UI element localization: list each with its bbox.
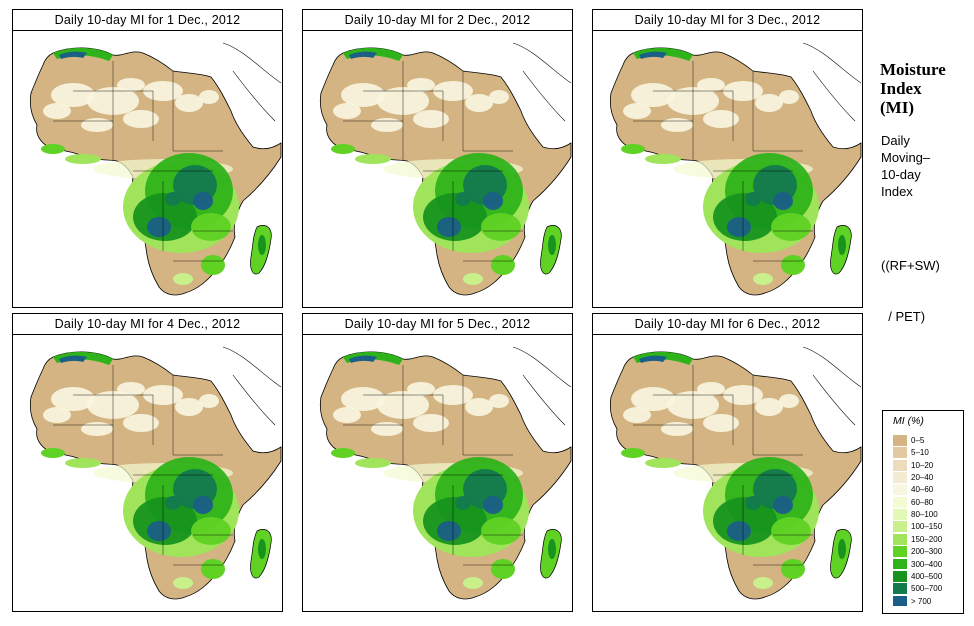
legend-row: 500–700 xyxy=(893,583,961,595)
africa-map xyxy=(302,30,573,308)
legend-row: 0–5 xyxy=(893,435,961,446)
legend-heading-line: (MI) xyxy=(880,98,914,117)
legend-row: 100–150 xyxy=(893,521,961,533)
legend-row: 80–100 xyxy=(893,509,961,520)
panel-title: Daily 10-day MI for 6 Dec., 2012 xyxy=(592,313,863,336)
panel-title: Daily 10-day MI for 1 Dec., 2012 xyxy=(12,9,283,32)
legend-swatch xyxy=(893,533,907,545)
legend-row: 5–10 xyxy=(893,447,961,459)
map-panel: Daily 10-day MI for 3 Dec., 2012 xyxy=(592,9,863,309)
legend-label: 500–700 xyxy=(911,584,943,594)
legend-heading: Moisture Index (MI) xyxy=(880,60,946,117)
panel-title: Daily 10-day MI for 5 Dec., 2012 xyxy=(302,313,573,336)
legend-label: 200–300 xyxy=(911,547,943,557)
legend-row: 10–20 xyxy=(893,459,961,471)
legend-swatch xyxy=(893,595,907,607)
index-formula: ((RF+SW) / PET) xyxy=(881,223,940,342)
map-panel: Daily 10-day MI for 4 Dec., 2012 xyxy=(12,313,283,613)
panel-title: Daily 10-day MI for 4 Dec., 2012 xyxy=(12,313,283,336)
legend-row: 300–400 xyxy=(893,558,961,570)
index-description-line: 10-day xyxy=(881,167,921,182)
legend-label: 80–100 xyxy=(911,510,938,520)
legend-label: 100–150 xyxy=(911,522,943,532)
legend-swatch xyxy=(893,447,907,459)
legend-title: MI (%) xyxy=(893,415,924,427)
legend-swatch xyxy=(893,546,907,558)
legend-swatch xyxy=(893,484,907,496)
legend-label: 20–40 xyxy=(911,473,934,483)
legend-swatch xyxy=(893,496,907,508)
legend-swatch xyxy=(893,521,907,533)
legend-label: 5–10 xyxy=(911,448,929,458)
legend-row: 40–60 xyxy=(893,484,961,496)
legend-row: 150–200 xyxy=(893,533,961,545)
africa-map xyxy=(592,334,863,612)
legend-row: 200–300 xyxy=(893,546,961,558)
panel-title: Daily 10-day MI for 3 Dec., 2012 xyxy=(592,9,863,32)
legend-label: 60–80 xyxy=(911,497,934,507)
legend-swatch xyxy=(893,509,907,520)
legend-swatch xyxy=(893,472,907,483)
africa-map xyxy=(12,334,283,612)
legend-heading-line: Index xyxy=(880,79,922,98)
legend-row: > 700 xyxy=(893,595,961,607)
legend-row: 20–40 xyxy=(893,472,961,483)
legend-swatch xyxy=(893,435,907,446)
legend-label: 0–5 xyxy=(911,436,925,445)
legend-swatch xyxy=(893,459,907,471)
index-description-line: Daily xyxy=(881,133,910,148)
africa-map xyxy=(302,334,573,612)
index-description: Daily Moving– 10-day Index xyxy=(881,132,930,200)
legend-row: 400–500 xyxy=(893,570,961,582)
legend-label: 150–200 xyxy=(911,534,943,544)
legend-heading-line: Moisture xyxy=(880,60,946,79)
legend-swatch xyxy=(893,558,907,570)
legend-label: 400–500 xyxy=(911,571,943,581)
index-description-line: Moving– xyxy=(881,150,931,165)
index-formula-line: ((RF+SW) xyxy=(881,258,940,273)
map-panel: Daily 10-day MI for 1 Dec., 2012 xyxy=(12,9,283,309)
legend-label: 300–400 xyxy=(911,559,943,569)
panel-title: Daily 10-day MI for 2 Dec., 2012 xyxy=(302,9,573,32)
legend-label: 40–60 xyxy=(911,485,934,495)
map-panel: Daily 10-day MI for 2 Dec., 2012 xyxy=(302,9,573,309)
legend-row: 60–80 xyxy=(893,496,961,508)
index-formula-line: / PET) xyxy=(881,309,926,324)
map-panel: Daily 10-day MI for 5 Dec., 2012 xyxy=(302,313,573,613)
map-panel: Daily 10-day MI for 6 Dec., 2012 xyxy=(592,313,863,613)
africa-map xyxy=(592,30,863,308)
color-legend: MI (%) 0–5 5–10 10–20 20–40 40–60 60–80 80–100… xyxy=(882,410,964,614)
legend-label: 10–20 xyxy=(911,460,934,470)
legend-swatch xyxy=(893,583,907,595)
index-description-line: Index xyxy=(881,184,913,199)
legend-label: > 700 xyxy=(911,596,932,606)
africa-map xyxy=(12,30,283,308)
legend-swatch xyxy=(893,570,907,582)
